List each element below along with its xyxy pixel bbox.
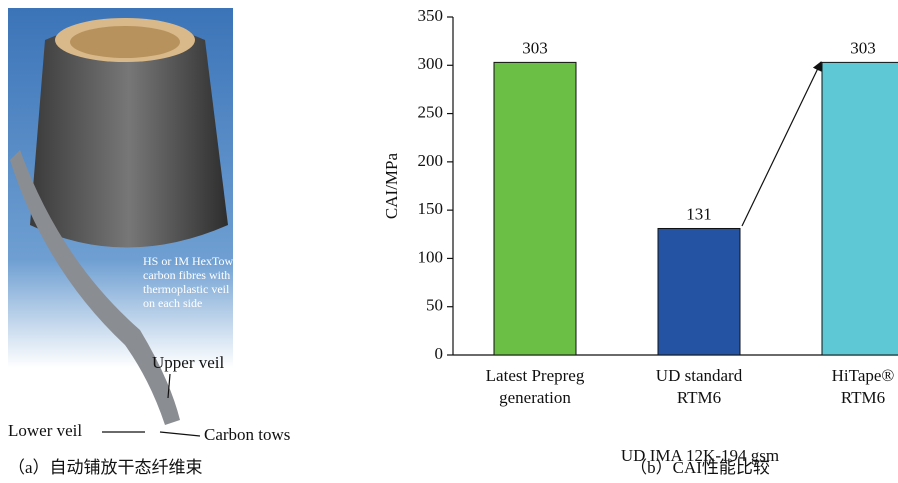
photo-label: Carbon tows [204, 425, 290, 444]
value-label: 303 [522, 38, 548, 57]
x-axis-label: UD IMA 12K-194 gsm [621, 446, 779, 465]
x-tick-label: HiTape® [832, 366, 895, 385]
y-tick-label: 50 [426, 296, 443, 315]
x-tick-label: generation [499, 388, 571, 407]
bar [822, 62, 898, 355]
photo-label: Lower veil [8, 421, 82, 440]
y-tick-label: 200 [418, 151, 444, 170]
y-tick-label: 0 [435, 344, 444, 363]
value-label: 131 [686, 204, 712, 223]
y-tick-label: 300 [418, 54, 444, 73]
bar [494, 62, 576, 355]
photo: HS or IM HexTow® carbon fibres with ther… [8, 8, 290, 444]
x-tick-label: Latest Prepreg [486, 366, 585, 385]
y-axis-label: CAI/MPa [382, 152, 401, 219]
y-tick-label: 150 [418, 199, 444, 218]
figure: HS or IM HexTow® carbon fibres with ther… [0, 0, 898, 483]
bar [658, 228, 740, 355]
photo-note: thermoplastic veil [143, 282, 230, 296]
leader-line [160, 432, 200, 436]
caption: （a）自动铺放干态纤维束 [8, 458, 203, 477]
y-tick-label: 350 [418, 6, 444, 25]
y-tick-label: 250 [418, 102, 444, 121]
x-tick-label: UD standard [656, 366, 743, 385]
annotation-arrow [742, 62, 821, 226]
spool-core-inner [70, 26, 180, 58]
photo-note: HS or IM HexTow® [143, 254, 242, 268]
photo-label: Upper veil [152, 353, 225, 372]
y-tick-label: 100 [418, 247, 444, 266]
photo-note: on each side [143, 296, 202, 310]
x-tick-label: RTM6 [677, 388, 721, 407]
x-tick-label: RTM6 [841, 388, 885, 407]
value-label: 303 [850, 38, 876, 57]
photo-note: carbon fibres with [143, 268, 230, 282]
